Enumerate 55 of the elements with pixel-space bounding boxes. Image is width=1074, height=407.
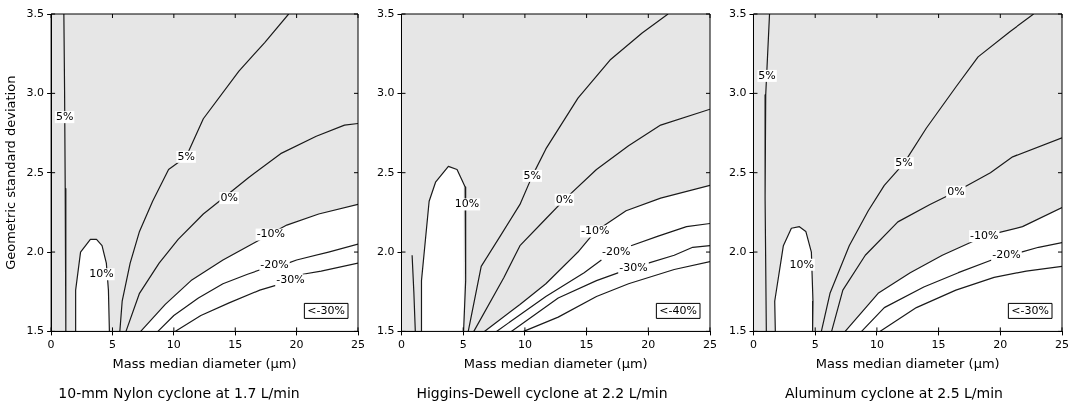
x-tick-label: 25 — [703, 337, 717, 351]
x-tick-label: 15 — [931, 337, 946, 351]
annotation: -20% — [992, 248, 1021, 262]
x-axis-title: Mass median diameter (µm) — [463, 355, 648, 371]
y-tick-label: 2.0 — [728, 244, 747, 258]
y-tick-label: 3.5 — [26, 6, 45, 20]
y-tick-label: 2.5 — [376, 165, 395, 179]
text: 10-mm Nylon cyclone at 1.7 L/min — [58, 385, 300, 402]
x-tick-label: 25 — [1055, 337, 1069, 351]
annotation: <-30% — [307, 304, 345, 318]
annotation: 5% — [758, 68, 776, 82]
x-tick-label: 5 — [459, 337, 467, 351]
y-tick-label: 2.5 — [728, 165, 747, 179]
annotation: 5% — [55, 110, 74, 124]
y-tick-label: 3.5 — [376, 6, 395, 20]
y-axis-title: Geometric standard deviation — [3, 75, 19, 270]
annotation: -20% — [260, 257, 289, 271]
annotation: -10% — [256, 227, 286, 241]
text: Aluminum cyclone at 2.5 L/min — [785, 385, 1003, 402]
x-tick-label: 15 — [579, 337, 594, 351]
x-tick-label: 10 — [517, 337, 532, 351]
annotation: 10% — [789, 257, 814, 271]
y-tick-label: 3.0 — [376, 86, 395, 100]
x-tick-label: 20 — [993, 337, 1008, 351]
y-tick-label: 1.5 — [728, 324, 747, 338]
annotation: <-30% — [1011, 304, 1049, 318]
x-tick-label: 20 — [641, 337, 656, 351]
annotation: -20% — [602, 244, 631, 258]
y-tick-label: 2.0 — [26, 244, 45, 258]
y-tick-label: 2.5 — [26, 165, 45, 179]
x-tick-label: 25 — [351, 337, 365, 351]
x-tick-label: 5 — [108, 337, 116, 351]
annotation: 10% — [454, 197, 480, 211]
annotation: -30% — [276, 273, 305, 287]
x-tick-label: 5 — [811, 337, 819, 351]
annotation: 0% — [220, 190, 238, 204]
text: Higgins-Dewell cyclone at 2.2 L/min — [416, 385, 668, 402]
y-tick-label: 3.5 — [728, 6, 747, 20]
y-tick-label: 1.5 — [26, 324, 45, 338]
y-tick-label: 1.5 — [376, 324, 395, 338]
x-tick-label: 15 — [228, 337, 243, 351]
annotation: 10% — [89, 267, 114, 281]
annotation: <-40% — [659, 304, 697, 318]
y-tick-label: 2.0 — [376, 244, 395, 258]
x-axis-title: Mass median diameter (µm) — [112, 355, 297, 371]
x-axis-title: Mass median diameter (µm) — [815, 355, 1000, 371]
y-tick-label: 3.0 — [728, 86, 747, 100]
annotation: -30% — [619, 260, 648, 274]
x-tick-label: 10 — [166, 337, 181, 351]
x-tick-label: 20 — [289, 337, 304, 351]
y-tick-label: 3.0 — [26, 86, 45, 100]
x-tick-label: 10 — [869, 337, 884, 351]
x-tick-label: 0 — [397, 337, 405, 351]
x-tick-label: 0 — [47, 337, 55, 351]
x-tick-label: 0 — [749, 337, 757, 351]
